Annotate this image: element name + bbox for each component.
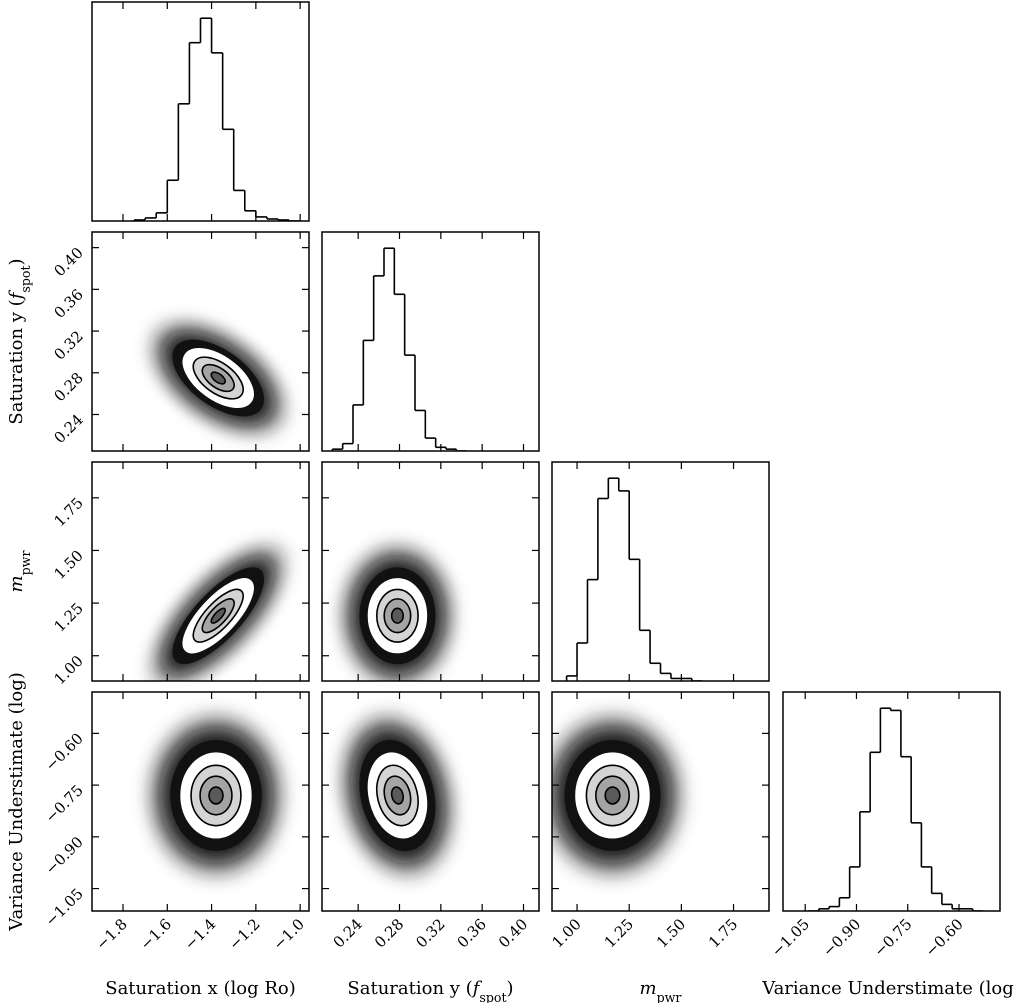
- contour: [210, 607, 226, 624]
- x-tick-label: −0.75: [870, 915, 915, 960]
- y-tick-label: 0.40: [50, 244, 86, 280]
- x-tick-label: −0.90: [819, 915, 864, 960]
- y-tick-label: 1.25: [50, 599, 86, 635]
- y-tick-label: 0.32: [50, 327, 86, 363]
- contour: [604, 786, 621, 805]
- panel-frame: [91, 1, 310, 222]
- y-tick-label: −0.60: [42, 729, 87, 774]
- x-tick-label: 0.24: [330, 915, 366, 951]
- y-tick-label: −0.90: [42, 833, 87, 878]
- panel-content: [148, 713, 284, 878]
- axis-label-part: Saturation y (: [347, 978, 472, 999]
- axis-label-part: pwr: [657, 990, 683, 1003]
- x-tick-label: 0.32: [412, 915, 448, 951]
- axis-label-part: m: [640, 978, 657, 999]
- x-axis-label: mpwr: [640, 978, 683, 1003]
- y-tick-label: 0.24: [50, 411, 86, 447]
- panel-frame: [321, 231, 540, 452]
- y-tick-label: 1.50: [50, 547, 86, 583]
- x-axis-label: Saturation y (fspot): [347, 978, 513, 1003]
- axis-label-part: spot: [479, 990, 506, 1003]
- axis-label-part: ): [6, 258, 27, 265]
- y-tick-label: 1.00: [50, 652, 86, 688]
- x-tick-label: −1.05: [768, 915, 813, 960]
- x-tick-label: 1.75: [705, 915, 741, 951]
- x-tick-label: −1.8: [92, 915, 130, 953]
- panel-content: [808, 707, 983, 911]
- panel-content: [133, 17, 301, 221]
- x-tick-label: 1.00: [549, 915, 585, 951]
- panel-content: [150, 321, 286, 435]
- axis-label-part: Variance Understimate (log): [6, 672, 27, 932]
- panel-frame: [321, 461, 540, 682]
- panel-content: [331, 247, 467, 451]
- x-axis-label: Saturation x (log Ro): [105, 978, 296, 999]
- y-axis-label: mpwr: [6, 550, 33, 593]
- axis-label-part: ): [507, 978, 514, 999]
- contour: [210, 371, 226, 385]
- panel-content: [150, 544, 286, 681]
- x-tick-label: 0.36: [454, 915, 490, 951]
- x-tick-label: −1.2: [225, 915, 263, 953]
- axis-label-part: pwr: [18, 550, 33, 576]
- y-tick-label: 0.36: [50, 285, 86, 321]
- y-axis-label: Variance Understimate (log): [6, 672, 27, 932]
- panel-frame: [782, 691, 1001, 912]
- x-tick-label: −1.4: [181, 915, 219, 953]
- y-tick-label: 1.75: [50, 494, 86, 530]
- panel-frame: [91, 461, 310, 682]
- panel-frame: [551, 461, 770, 682]
- x-tick-label: 1.50: [653, 915, 689, 951]
- y-axis-label: Saturation y (fspot): [6, 258, 33, 424]
- x-tick-label: 1.25: [601, 915, 637, 951]
- contour: [390, 786, 405, 805]
- panel-frame: [91, 231, 310, 452]
- x-axis-label: Variance Understimate (log): [761, 978, 1015, 999]
- panel-content: [341, 544, 454, 681]
- y-tick-label: −0.75: [42, 781, 87, 826]
- axis-label-part: m: [6, 575, 27, 592]
- panel-content: [565, 477, 703, 681]
- contour: [390, 607, 405, 624]
- x-tick-label: 0.40: [495, 915, 531, 951]
- x-tick-label: −1.0: [269, 915, 307, 953]
- panel-frame: [321, 691, 540, 912]
- x-tick-label: 0.28: [371, 915, 407, 951]
- y-tick-label: −1.05: [42, 885, 87, 930]
- panel-frame: [91, 691, 310, 912]
- panel-frame: [551, 691, 770, 912]
- axis-label-part: Variance Understimate (log): [761, 978, 1015, 999]
- contour: [208, 786, 224, 805]
- axis-label-part: Saturation x (log Ro): [105, 978, 296, 999]
- x-tick-label: −0.60: [922, 915, 967, 960]
- axis-label-part: Saturation y (: [6, 299, 27, 424]
- x-tick-label: −1.6: [137, 915, 175, 953]
- y-tick-label: 0.28: [50, 369, 86, 405]
- panel-content: [552, 713, 684, 878]
- axis-label-part: spot: [18, 265, 33, 292]
- panel-content: [341, 713, 454, 878]
